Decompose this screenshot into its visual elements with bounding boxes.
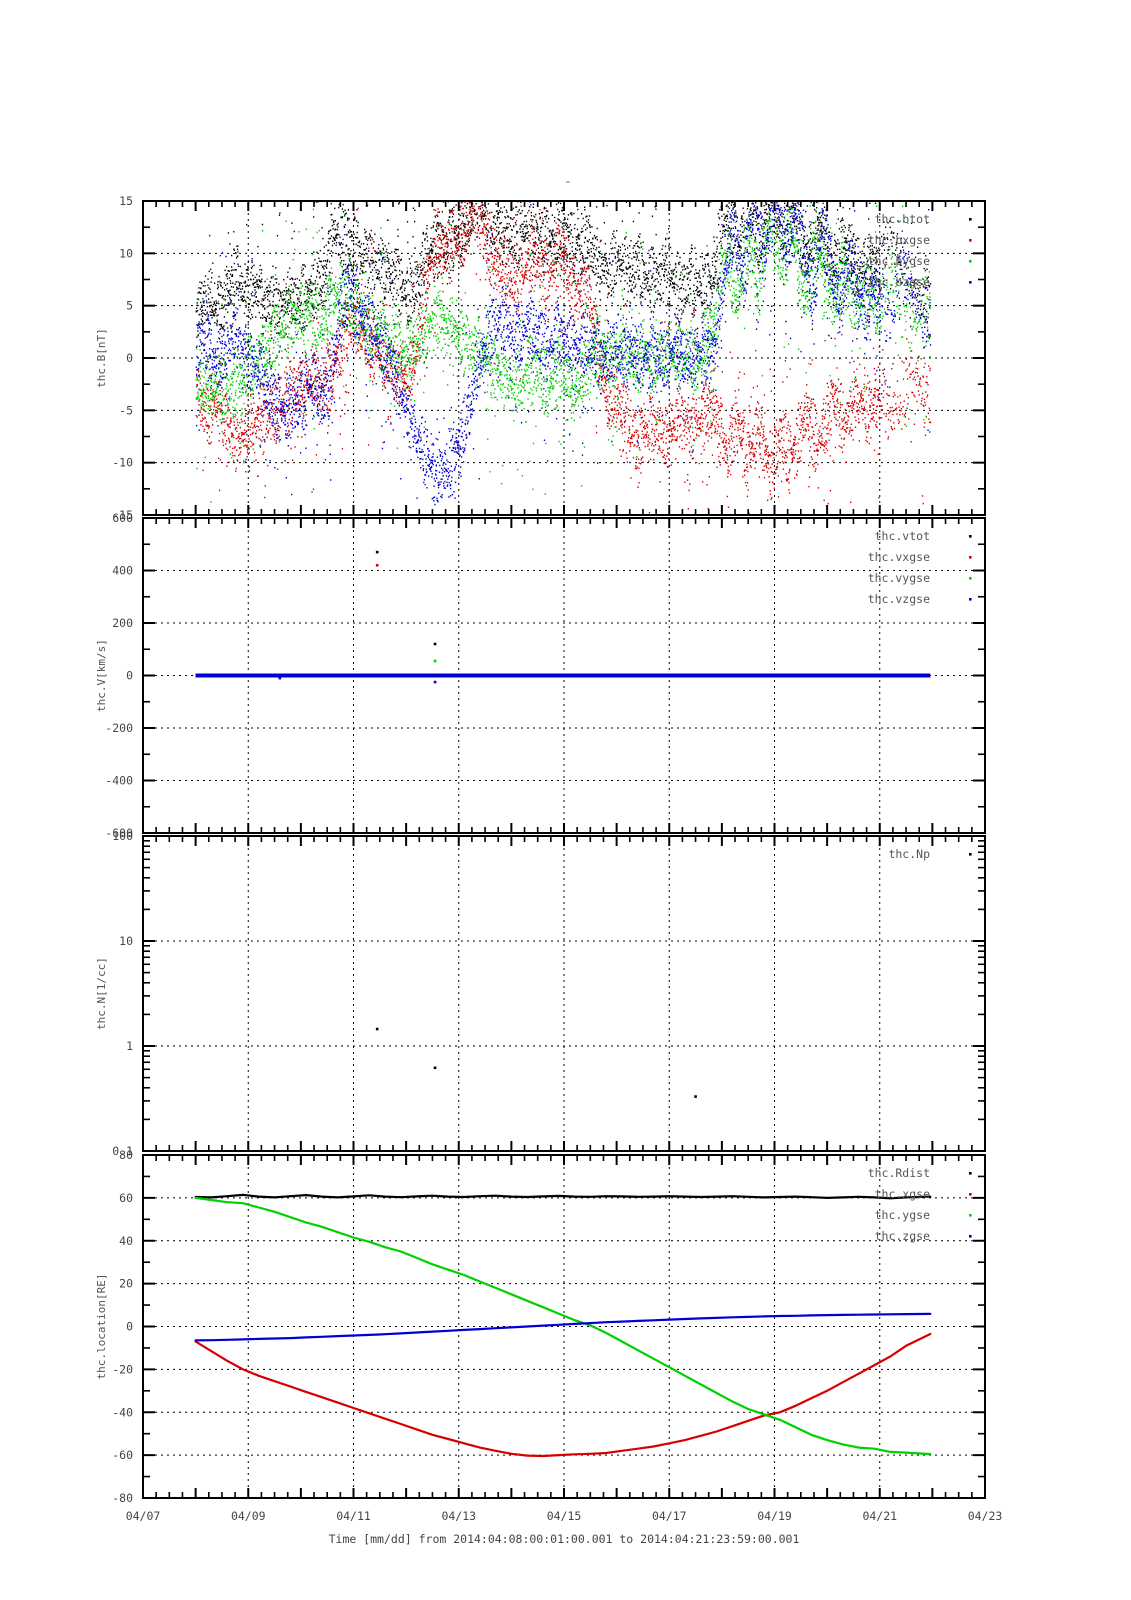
legend-marker: [969, 1214, 972, 1217]
series-thc-bxgse: [195, 201, 932, 515]
legend-label-thc-bxgse: thc.bxgse: [868, 233, 930, 247]
y-tick-label: 0: [126, 669, 133, 683]
x-tick-label: 04/23: [968, 1509, 1003, 1523]
legend-marker: [969, 556, 972, 559]
series-thc-xgse: [194, 1332, 932, 1458]
legend-marker: [969, 239, 972, 242]
x-tick-label: 04/21: [862, 1509, 897, 1523]
x-tick-label: 04/09: [231, 1509, 266, 1523]
y-axis-title: thc.B[nT]: [95, 328, 108, 388]
y-tick-label: 15: [119, 194, 133, 208]
legend-label-thc-bzgse: thc.bzgse: [868, 275, 930, 289]
y-tick-label: -60: [112, 1448, 133, 1462]
top-center-mark: -: [565, 174, 572, 188]
panel-b: -15 -10 -5 0 5 10 15 thc.B[nT] thc.btot thc.bxgse…: [95, 194, 986, 522]
y-tick-label: 1: [126, 1039, 133, 1053]
legend-marker: [969, 577, 972, 580]
data-point: [433, 1066, 437, 1070]
series-thc-bzgse: [195, 201, 932, 515]
legend-marker: [969, 853, 972, 856]
y-tick-label: 10: [119, 246, 133, 260]
outlier-point: [433, 659, 437, 663]
legend-label-thc-xgse: thc.xgse: [875, 1187, 930, 1201]
y-tick-label: 5: [126, 299, 133, 313]
y-tick-label: -5: [119, 403, 133, 417]
data-point: [694, 1095, 697, 1098]
y-tick-label: -15: [112, 508, 133, 522]
y-tick-label: -80: [112, 1491, 133, 1505]
panel-v: -600 -400 -200 0 200 400 600 thc.V[km/s] thc.vto…: [95, 511, 986, 840]
x-tick-label: 04/17: [652, 1509, 687, 1523]
legend-label-thc-vygse: thc.vygse: [868, 571, 930, 585]
series-thc-ygse: [194, 1196, 932, 1456]
legend-marker: [969, 1193, 972, 1196]
y-axis-title: thc.V[km/s]: [95, 639, 108, 712]
legend-label-thc-Rdist: thc.Rdist: [868, 1166, 930, 1180]
legend-marker: [969, 218, 972, 221]
y-tick-label: 0: [126, 351, 133, 365]
y-tick-label: 20: [119, 1277, 133, 1291]
outlier-point: [375, 563, 379, 567]
legend-marker: [969, 535, 972, 538]
y-tick-label: 600: [112, 511, 133, 525]
legend-label-thc-vzgse: thc.vzgse: [868, 592, 930, 606]
y-axis-title: thc.N[1/cc]: [95, 957, 108, 1030]
legend-label-thc-Np: thc.Np: [888, 847, 930, 861]
y-tick-label: -40: [112, 1405, 133, 1419]
legend-label-thc-vxgse: thc.vxgse: [868, 550, 930, 564]
y-tick-label: 10: [119, 934, 133, 948]
y-tick-label: 60: [119, 1191, 133, 1205]
y-tick-label: 0: [126, 1320, 133, 1334]
y-tick-label: -20: [112, 1362, 133, 1376]
data-layer: [375, 1027, 697, 1098]
legend-label-thc-ygse: thc.ygse: [875, 1208, 930, 1222]
legend-label-thc-zgse: thc.zgse: [875, 1229, 930, 1243]
legend-marker: [969, 1172, 972, 1175]
x-tick-label: 04/11: [336, 1509, 371, 1523]
data-point: [375, 1027, 379, 1031]
y-axis-title: thc.location[RE]: [95, 1274, 108, 1380]
y-tick-label: 80: [119, 1148, 133, 1162]
y-tick-label: 40: [119, 1234, 133, 1248]
legend-label-thc-bygse: thc.bygse: [868, 254, 930, 268]
outlier-point: [278, 676, 282, 680]
series-thc-bygse: [195, 201, 932, 503]
x-tick-label: 04/07: [126, 1509, 161, 1523]
series-thc-Rdist: [194, 1193, 932, 1200]
legend-label-thc-vtot: thc.vtot: [875, 529, 930, 543]
x-tick-label: 04/15: [547, 1509, 582, 1523]
outlier-point: [433, 680, 437, 684]
legend-marker: [969, 1235, 972, 1238]
y-tick-label: -10: [112, 456, 133, 470]
x-axis-title: Time [mm/dd] from 2014:04:08:00:01:00.00…: [329, 1532, 800, 1546]
series-thc-zgse: [194, 1312, 932, 1342]
panel-location: -80 -60 -40 -20 0 20 40 60 80 thc.location[RE] thc…: [95, 1148, 986, 1505]
y-tick-label: -600: [105, 826, 133, 840]
x-tick-label: 04/13: [441, 1509, 476, 1523]
y-tick-label: -400: [105, 774, 133, 788]
legend-marker: [969, 598, 972, 601]
legend-marker: [969, 260, 972, 263]
y-tick-label: 400: [112, 564, 133, 578]
legend-marker: [969, 281, 972, 284]
data-layer: [194, 1193, 932, 1458]
data-layer: [195, 550, 931, 684]
legend-label-thc-btot: thc.btot: [875, 212, 930, 226]
y-tick-label: -200: [105, 721, 133, 735]
y-tick-label: 200: [112, 616, 133, 630]
outlier-point: [433, 642, 437, 646]
y-tick-label: 100: [112, 829, 133, 843]
y-tick-label: 0.1: [112, 1144, 133, 1158]
outlier-point: [375, 550, 379, 554]
x-tick-label: 04/19: [757, 1509, 792, 1523]
panel-n: 0.1 1 10 100 thc.N[1/cc] thc.Np: [95, 829, 986, 1158]
data-layer: [195, 201, 932, 515]
